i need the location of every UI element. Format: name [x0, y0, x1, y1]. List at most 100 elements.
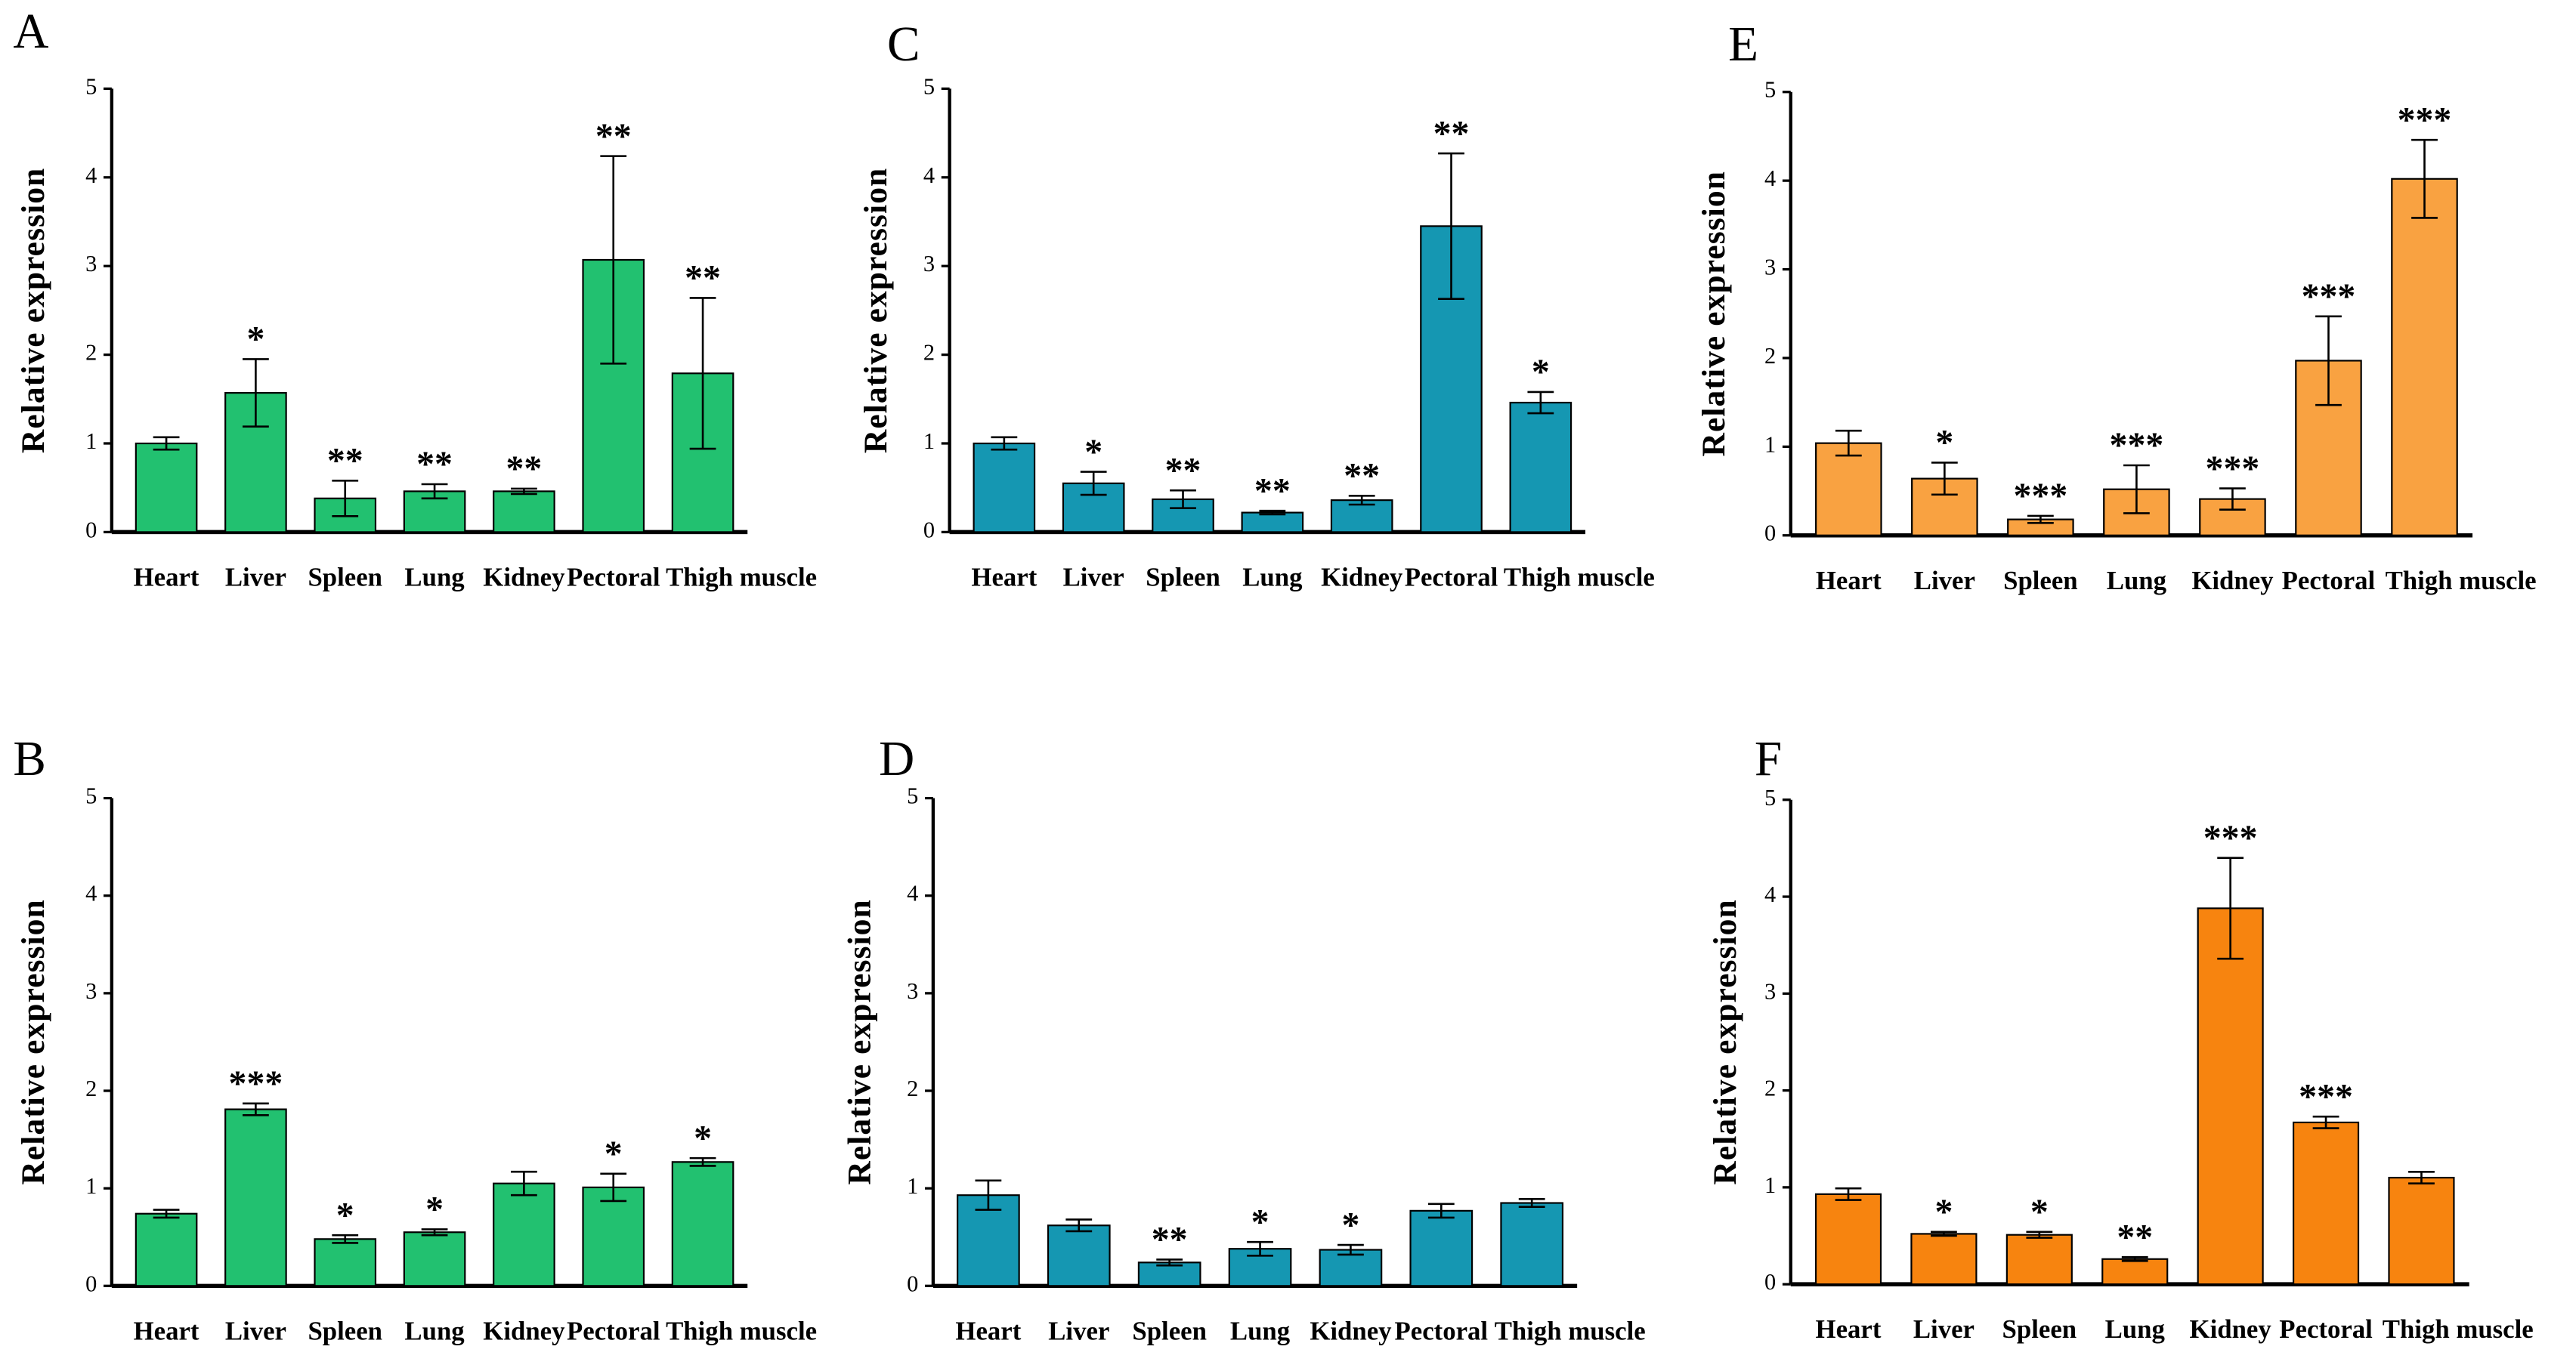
- error-bar: [689, 297, 716, 450]
- y-tick-label: 3: [923, 251, 935, 276]
- y-tick-label: 4: [85, 881, 97, 906]
- error-bar: [2027, 514, 2054, 524]
- x-tick-label: Kidney: [2191, 566, 2274, 595]
- bar: [493, 1182, 555, 1287]
- y-tick-label: 3: [1764, 978, 1776, 1004]
- y-tick-label: 2: [1764, 343, 1776, 369]
- y-tick-label: 4: [1764, 165, 1776, 191]
- y-tick-label: 1: [907, 1173, 918, 1199]
- y-tick-label: 0: [85, 1271, 97, 1296]
- y-tick-label: 4: [1764, 882, 1776, 907]
- significance-label: ***: [2203, 818, 2258, 858]
- bar: [135, 442, 198, 533]
- x-tick-label: Thigh muscle: [2383, 1314, 2534, 1344]
- y-tick-label: 5: [923, 73, 935, 99]
- y-axis-label: Relative expression: [15, 899, 51, 1184]
- significance-label: ***: [2206, 449, 2260, 489]
- x-tick-label: Kidney: [2190, 1314, 2272, 1344]
- x-tick-label: Spleen: [308, 1316, 382, 1345]
- y-axis-label: Relative expression: [1707, 899, 1743, 1184]
- panel-letter: C: [887, 17, 920, 72]
- y-axis-label: Relative expression: [15, 168, 51, 453]
- x-tick-label: Kidney: [483, 1316, 565, 1345]
- error-bar: [1427, 1203, 1455, 1219]
- x-tick-label: Spleen: [2002, 1314, 2077, 1344]
- error-bar: [991, 436, 1018, 451]
- significance-label: ***: [2014, 476, 2068, 516]
- error-bar: [1931, 462, 1958, 496]
- x-tick-label: Kidney: [1310, 1316, 1392, 1345]
- x-tick-label: Heart: [1816, 566, 1882, 595]
- significance-label: *: [1251, 1202, 1269, 1242]
- error-bar: [1527, 391, 1554, 415]
- x-tick-label: Liver: [1063, 562, 1124, 591]
- y-tick-label: 5: [85, 73, 97, 99]
- y-tick-label: 0: [1764, 520, 1776, 546]
- x-tick-label: Lung: [2105, 1314, 2166, 1344]
- error-bar: [2408, 1171, 2435, 1185]
- panel-letter: D: [879, 732, 914, 786]
- y-axis-label: Relative expression: [841, 899, 877, 1184]
- x-tick-label: Pectoral: [567, 1316, 660, 1345]
- bar: [493, 490, 555, 533]
- error-bar: [600, 155, 627, 365]
- error-bar: [421, 1228, 448, 1237]
- error-bar: [1438, 152, 1464, 300]
- y-tick-label: 1: [85, 428, 97, 454]
- y-tick-label: 0: [85, 517, 97, 542]
- y-tick-label: 2: [1764, 1076, 1776, 1101]
- significance-label: ***: [2110, 425, 2164, 465]
- error-bar: [2121, 1255, 2148, 1262]
- bar: [1319, 1249, 1383, 1287]
- bar: [1137, 1261, 1201, 1287]
- y-tick-label: 2: [907, 1076, 918, 1101]
- significance-label: **: [327, 441, 363, 481]
- error-bar: [2411, 138, 2438, 219]
- panel-letter: A: [13, 5, 48, 59]
- x-tick-label: Thigh muscle: [1495, 1316, 1646, 1345]
- bar: [1815, 442, 1882, 536]
- bar: [671, 1161, 734, 1287]
- y-tick-label: 4: [923, 162, 935, 188]
- significance-label: **: [1254, 471, 1291, 511]
- x-tick-label: Kidney: [483, 562, 565, 591]
- error-bar: [1170, 489, 1196, 510]
- bar: [314, 1238, 377, 1287]
- error-bar: [332, 480, 359, 517]
- x-tick-label: Pectoral: [567, 562, 660, 591]
- y-tick-label: 5: [1764, 77, 1776, 103]
- x-tick-label: Lung: [1230, 1316, 1291, 1345]
- x-tick-label: Heart: [134, 1316, 199, 1345]
- panel-letter: B: [13, 732, 46, 786]
- y-tick-label: 1: [1764, 1172, 1776, 1198]
- significance-label: *: [1341, 1205, 1359, 1245]
- bar: [582, 1186, 645, 1287]
- y-tick-label: 3: [85, 251, 97, 276]
- x-tick-label: Thigh muscle: [1504, 562, 1655, 591]
- significance-label: *: [694, 1118, 712, 1158]
- bar: [2292, 1121, 2360, 1286]
- error-bar: [1518, 1198, 1545, 1208]
- bar: [2005, 1234, 2073, 1286]
- x-tick-label: Lung: [404, 562, 465, 591]
- error-bar: [600, 1172, 627, 1203]
- significance-label: *: [1934, 1192, 1953, 1232]
- significance-label: **: [506, 449, 542, 489]
- x-tick-label: Heart: [134, 562, 199, 591]
- significance-label: **: [1344, 455, 1380, 496]
- bar: [1509, 401, 1573, 533]
- y-tick-label: 0: [923, 517, 935, 542]
- significance-label: *: [1532, 352, 1550, 392]
- x-tick-label: Spleen: [308, 562, 382, 591]
- bar: [1910, 1233, 1978, 1286]
- x-tick-label: Pectoral: [2282, 566, 2376, 595]
- y-tick-label: 0: [1764, 1269, 1776, 1295]
- error-bar: [332, 1234, 359, 1244]
- error-bar: [243, 358, 269, 428]
- significance-label: *: [1935, 423, 1953, 463]
- bar: [403, 1231, 466, 1287]
- error-bar: [1065, 1218, 1093, 1233]
- error-bar: [689, 1156, 716, 1167]
- y-tick-label: 3: [907, 978, 918, 1004]
